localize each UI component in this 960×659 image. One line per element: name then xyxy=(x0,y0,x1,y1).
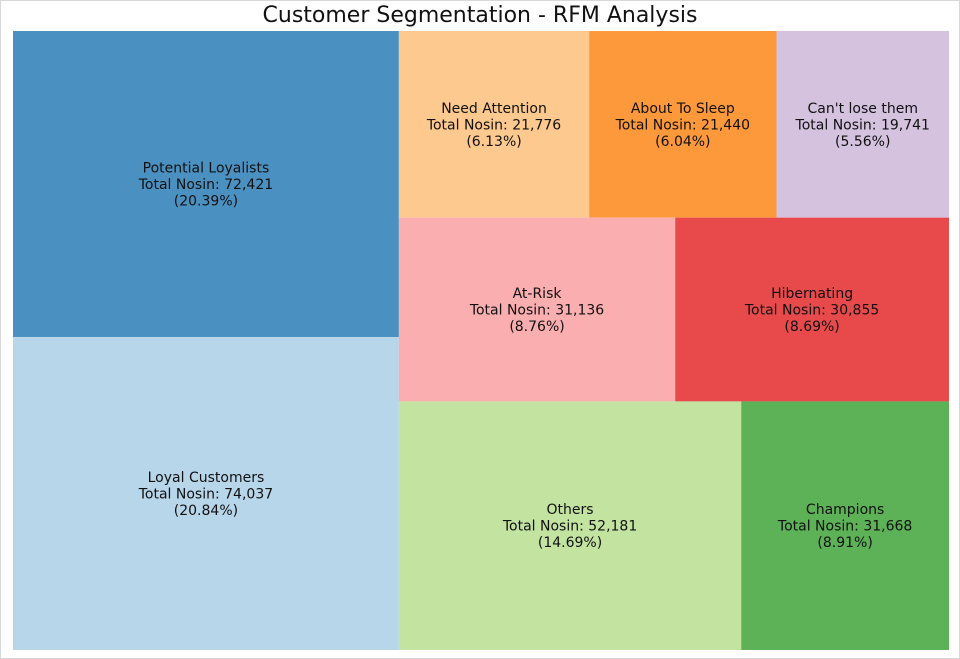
tile-percent-potential-loyalists: (20.39%) xyxy=(174,194,238,210)
tile-rect-champions xyxy=(741,401,949,650)
tile-rect-loyal-customers xyxy=(13,337,399,650)
tile-percent-others: (14.69%) xyxy=(538,535,602,551)
tile-rect-hibernating xyxy=(675,217,949,402)
tile-rect-about-to-sleep xyxy=(589,31,777,218)
tile-percent-can-t-lose-them: (5.56%) xyxy=(835,134,890,150)
tile-name-hibernating: Hibernating xyxy=(771,286,853,302)
tile-percent-champions: (8.91%) xyxy=(817,535,872,551)
tile-rect-others xyxy=(398,401,742,650)
tile-value-others: Total Nosin: 52,181 xyxy=(502,519,637,535)
tile-rect-need-attention xyxy=(398,31,590,218)
tile-name-need-attention: Need Attention xyxy=(441,101,547,117)
tile-value-can-t-lose-them: Total Nosin: 19,741 xyxy=(795,117,930,133)
tile-percent-about-to-sleep: (6.04%) xyxy=(655,134,710,150)
tile-rect-potential-loyalists xyxy=(13,31,399,338)
tile-percent-hibernating: (8.69%) xyxy=(784,319,839,335)
tile-percent-at-risk: (8.76%) xyxy=(509,319,564,335)
tile-name-about-to-sleep: About To Sleep xyxy=(631,101,735,117)
chart-title: Customer Segmentation - RFM Analysis xyxy=(262,3,698,28)
tile-percent-loyal-customers: (20.84%) xyxy=(174,503,238,519)
tile-value-loyal-customers: Total Nosin: 74,037 xyxy=(138,487,273,503)
tile-value-need-attention: Total Nosin: 21,776 xyxy=(426,117,561,133)
tile-name-at-risk: At-Risk xyxy=(513,286,563,302)
tile-value-champions: Total Nosin: 31,668 xyxy=(777,519,912,535)
tile-value-hibernating: Total Nosin: 30,855 xyxy=(744,303,879,319)
tile-value-at-risk: Total Nosin: 31,136 xyxy=(469,303,604,319)
tile-rect-can-t-lose-them xyxy=(776,31,949,218)
tile-value-about-to-sleep: Total Nosin: 21,440 xyxy=(615,117,750,133)
tile-name-can-t-lose-them: Can't lose them xyxy=(808,101,918,117)
tile-name-potential-loyalists: Potential Loyalists xyxy=(143,161,270,177)
tile-value-potential-loyalists: Total Nosin: 72,421 xyxy=(138,177,273,193)
tile-percent-need-attention: (6.13%) xyxy=(466,134,521,150)
tile-name-champions: Champions xyxy=(806,502,884,518)
tile-name-others: Others xyxy=(547,502,594,518)
tile-rect-at-risk xyxy=(398,217,676,402)
tile-name-loyal-customers: Loyal Customers xyxy=(148,470,265,486)
